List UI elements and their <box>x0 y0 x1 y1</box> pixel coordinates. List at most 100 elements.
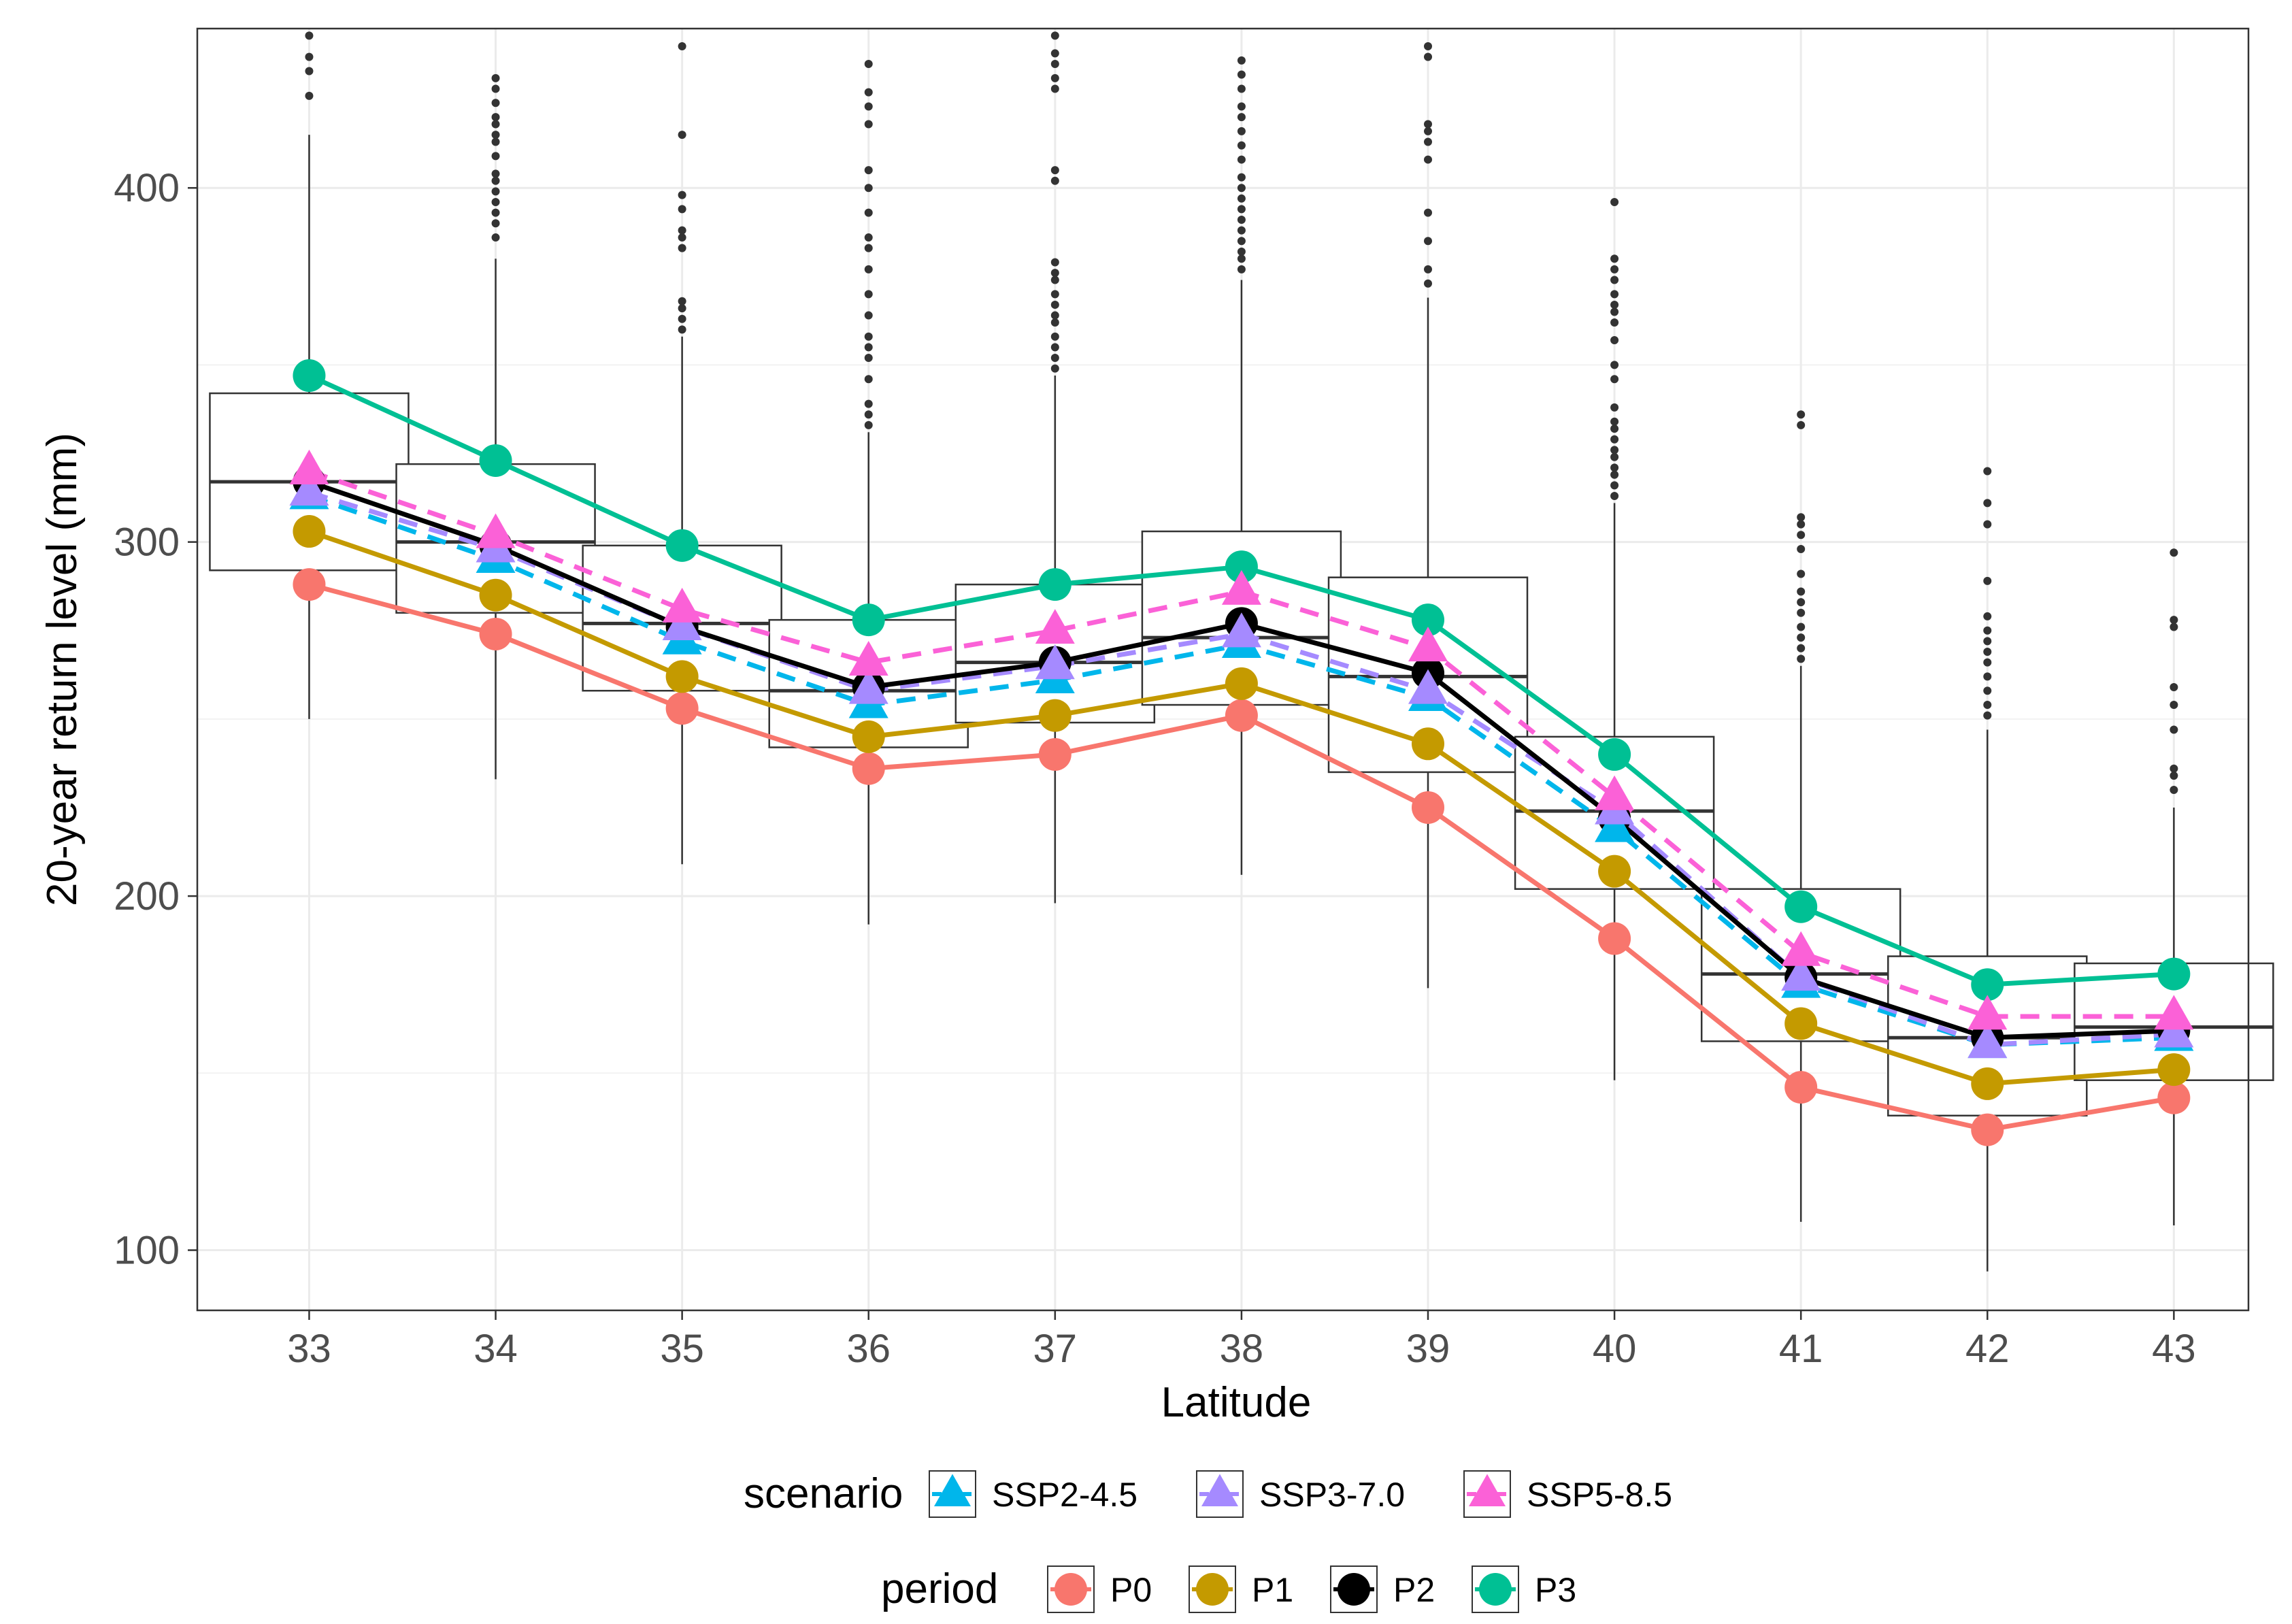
legend-label-p1: P1 <box>1252 1571 1293 1609</box>
outlier-point <box>1050 300 1059 309</box>
period-point-p3 <box>852 603 885 637</box>
legend-period-title: period <box>881 1565 998 1612</box>
outlier-point <box>678 304 686 313</box>
scenario-point-ssp5-8.5 <box>2154 995 2194 1030</box>
outlier-point <box>864 265 873 274</box>
y-tick-label: 200 <box>114 874 180 918</box>
outlier-point <box>491 120 500 129</box>
scenario-point-ssp3-7.0 <box>1408 669 1448 704</box>
outlier-point <box>1610 435 1619 444</box>
outlier-point <box>1610 463 1619 472</box>
scenario-point-ssp5-8.5 <box>289 449 329 484</box>
scenario-point-ssp2-4.5 <box>1595 807 1635 842</box>
outlier-point <box>2170 623 2178 631</box>
outlier-point <box>1050 318 1059 327</box>
outlier-point <box>1983 672 1992 681</box>
period-point-p3 <box>665 529 699 562</box>
x-tick-label: 34 <box>474 1327 518 1371</box>
series-markers <box>289 359 2194 1146</box>
outlier-point <box>1237 184 1246 193</box>
scenario-point-ssp3-7.0 <box>848 669 888 704</box>
outlier-point <box>864 354 873 363</box>
outlier-point <box>1983 626 1992 635</box>
outlier-point <box>305 67 314 76</box>
outlier-point <box>1983 686 1992 695</box>
period-point-p3 <box>479 444 512 477</box>
period-point-p0 <box>1412 791 1444 824</box>
outlier-point <box>1983 701 1992 710</box>
outlier-point <box>1237 84 1246 93</box>
outlier-point <box>1610 425 1619 433</box>
outlier-point <box>864 184 873 193</box>
x-tick-label: 33 <box>287 1327 331 1371</box>
outlier-point <box>1237 237 1246 246</box>
legend-period-items: P0 P1 P2 P3 <box>1047 1565 1576 1613</box>
legend-label-ssp3-7.0: SSP3-7.0 <box>1259 1476 1405 1514</box>
outlier-point <box>1610 452 1619 461</box>
outlier-point <box>1424 237 1432 246</box>
outlier-point <box>305 91 314 100</box>
outlier-point <box>864 420 873 429</box>
outlier-point <box>491 73 500 82</box>
outlier-point <box>1237 247 1246 256</box>
outlier-point <box>491 233 500 242</box>
scenario-point-ssp5-8.5 <box>1035 609 1075 644</box>
outlier-point <box>1237 155 1246 164</box>
scenario-point-ssp5-8.5 <box>848 640 888 676</box>
outlier-point <box>1797 623 1806 631</box>
period-point-p1 <box>1784 1007 1818 1040</box>
outlier-point <box>1050 276 1059 284</box>
outlier-point <box>491 187 500 196</box>
outlier-point <box>678 131 686 139</box>
outlier-point <box>1797 633 1806 642</box>
x-tick-label: 35 <box>660 1327 704 1371</box>
outlier-point <box>1610 375 1619 384</box>
scenario-point-ssp5-8.5 <box>476 513 516 548</box>
outlier-point <box>678 205 686 214</box>
outlier-point <box>1237 70 1246 79</box>
outlier-point <box>1983 499 1992 508</box>
outlier-point <box>678 314 686 323</box>
outlier-point <box>1610 481 1619 490</box>
outlier-point <box>1237 194 1246 203</box>
scenario-point-ssp3-7.0 <box>289 471 329 506</box>
outlier-point <box>491 99 500 107</box>
period-point-p1 <box>665 660 699 693</box>
period-point-p1 <box>293 515 326 548</box>
outlier-point <box>491 131 500 139</box>
outlier-point <box>1050 343 1059 352</box>
outlier-point <box>1237 254 1246 263</box>
outlier-point <box>1983 658 1992 667</box>
period-point-p1 <box>852 720 885 753</box>
outlier-point <box>1237 265 1246 274</box>
period-point-p1 <box>1971 1067 2004 1100</box>
outlier-point <box>2170 785 2178 794</box>
outlier-point <box>1424 265 1432 274</box>
outlier-point <box>864 166 873 175</box>
outlier-point <box>864 410 873 419</box>
outlier-point <box>1797 545 1806 554</box>
outlier-point <box>1050 354 1059 363</box>
outlier-point <box>1610 198 1619 207</box>
outlier-point <box>1797 410 1806 419</box>
scenario-point-ssp3-7.0 <box>2154 1012 2194 1048</box>
x-tick-label: 36 <box>846 1327 891 1371</box>
outlier-point <box>1797 598 1806 607</box>
period-point-p1 <box>1412 727 1444 761</box>
y-tick-label: 100 <box>114 1229 180 1273</box>
outlier-point <box>1797 608 1806 617</box>
period-point-p1 <box>1598 855 1631 888</box>
outlier-point <box>2170 701 2178 710</box>
outlier-point <box>1983 647 1992 656</box>
outlier-point <box>1610 335 1619 344</box>
outlier-point <box>1610 403 1619 412</box>
y-tick-label: 300 <box>114 520 180 565</box>
scenario-point-ssp3-7.0 <box>1221 612 1261 648</box>
outlier-point <box>864 290 873 299</box>
outlier-point <box>491 198 500 207</box>
outlier-point <box>1424 127 1432 135</box>
legend-key-triangle <box>1201 1474 1238 1507</box>
outlier-point <box>1610 446 1619 454</box>
outlier-point <box>1610 254 1619 263</box>
scenario-point-ssp3-7.0 <box>662 605 702 640</box>
